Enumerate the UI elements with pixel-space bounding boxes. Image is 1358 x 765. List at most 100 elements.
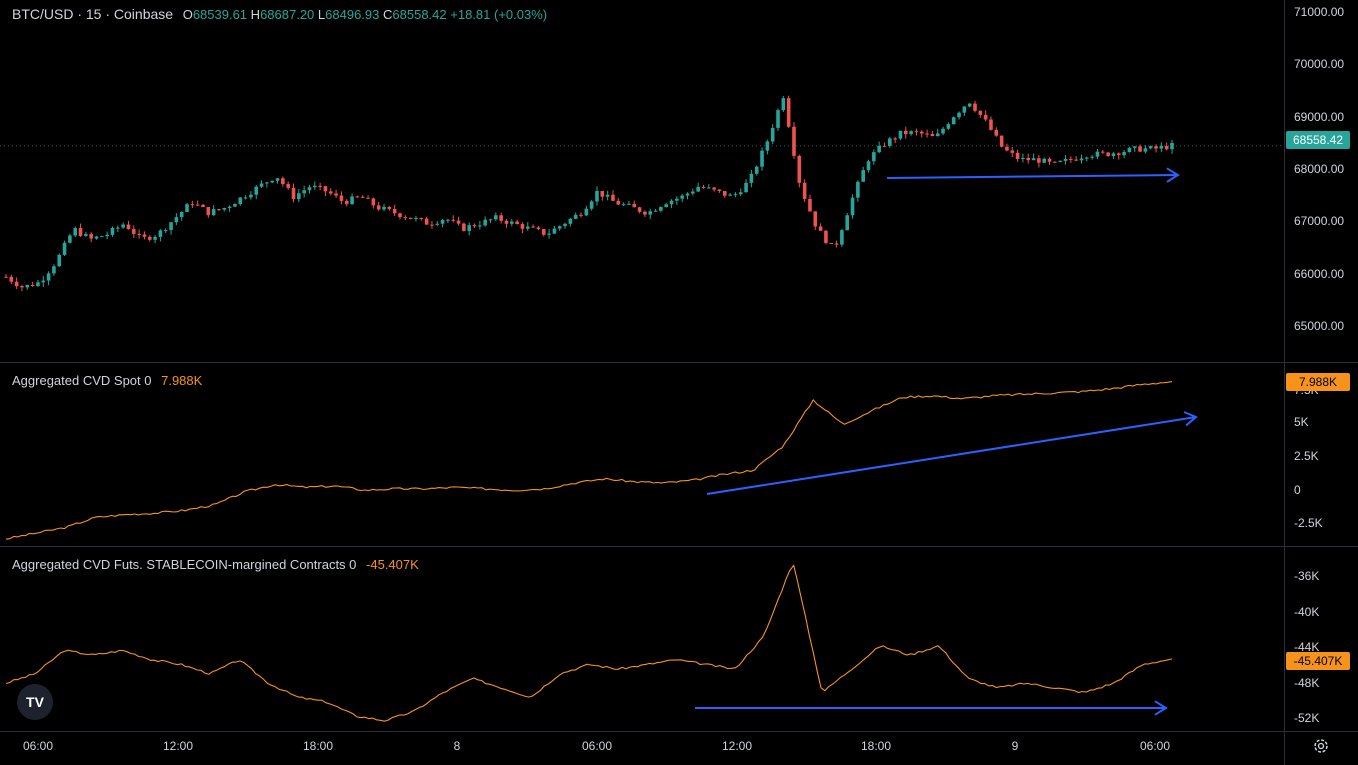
- candle-body: [1042, 158, 1047, 163]
- candle-body: [227, 206, 232, 208]
- pane-divider-2[interactable]: [0, 546, 1358, 547]
- candle-body: [355, 196, 360, 198]
- candle-body: [973, 103, 977, 111]
- cvd-futs-line: [5, 564, 1173, 722]
- candle-body: [57, 254, 62, 267]
- candle-body: [100, 236, 104, 238]
- open-value: 68539.61: [192, 7, 248, 22]
- candle-body: [291, 187, 296, 200]
- high-value: 68687.20: [260, 7, 315, 22]
- candle-body: [334, 193, 338, 196]
- time-axis-label: 8: [453, 739, 461, 753]
- candle-body: [313, 185, 317, 188]
- pane-divider-1[interactable]: [0, 362, 1358, 363]
- candle-body: [515, 221, 519, 225]
- candle-body: [962, 106, 967, 113]
- candle-body: [211, 209, 216, 216]
- candle-body: [403, 217, 408, 219]
- time-axis-label: 9: [1011, 739, 1019, 753]
- candle-body: [462, 223, 466, 231]
- candle-body: [994, 129, 999, 136]
- candle-body: [589, 201, 594, 209]
- candle-body: [600, 190, 605, 197]
- candle-body: [344, 200, 349, 205]
- candle-body: [1074, 159, 1078, 161]
- candle-body: [499, 215, 503, 221]
- candle-body: [318, 185, 322, 187]
- candle-body: [701, 186, 706, 188]
- candle-body: [866, 161, 871, 171]
- candle-body: [9, 276, 14, 282]
- futs-value-tag: -45.407K: [1286, 652, 1350, 670]
- candle-body: [41, 280, 46, 283]
- price-axis-label: 69000.00: [1294, 110, 1345, 124]
- candle-body: [744, 182, 748, 193]
- candle-body: [1127, 147, 1132, 153]
- candle-body: [478, 225, 482, 227]
- candle-body: [605, 194, 610, 197]
- spot-axis-label: 2.5K: [1294, 449, 1319, 463]
- candle-body: [978, 110, 983, 115]
- futs-legend: Aggregated CVD Futs. STABLECOIN-margined…: [12, 557, 419, 572]
- symbol-title[interactable]: BTC/USD · 15 · Coinbase: [12, 6, 174, 22]
- candle-body: [275, 178, 280, 181]
- candle-body: [446, 219, 450, 221]
- candle-body: [957, 112, 961, 118]
- candle-body: [163, 230, 168, 232]
- candle-body: [770, 127, 775, 142]
- candle-body: [137, 233, 141, 235]
- candle-body: [78, 228, 83, 236]
- candle-body: [201, 204, 205, 208]
- candle-body: [265, 182, 269, 184]
- candle-body: [1143, 148, 1148, 152]
- candle-body: [1005, 146, 1009, 151]
- spot-title[interactable]: Aggregated CVD Spot 0: [12, 373, 152, 388]
- candle-body: [259, 183, 264, 187]
- tradingview-logo[interactable]: TV: [17, 684, 53, 720]
- candle-body: [967, 103, 972, 107]
- chart-canvas[interactable]: [0, 0, 1284, 731]
- candle-body: [1100, 151, 1105, 153]
- candle-body: [557, 226, 562, 229]
- candle-body: [797, 155, 802, 183]
- candle-body: [73, 228, 78, 236]
- candle-body: [1132, 146, 1137, 148]
- candle-body: [1159, 145, 1164, 149]
- candle-body: [302, 190, 306, 194]
- candle-body: [621, 204, 626, 206]
- close-value: 68558.42: [392, 7, 447, 22]
- time-axis-divider: [0, 731, 1358, 732]
- candle-body: [222, 207, 227, 210]
- candle-body: [169, 222, 173, 231]
- candle-body: [440, 220, 445, 224]
- candle-body: [467, 225, 472, 231]
- candle-body: [233, 203, 237, 207]
- price-axis-divider: [1284, 0, 1285, 765]
- time-axis-label: 12:00: [721, 739, 753, 753]
- candle-body: [195, 204, 200, 206]
- candle-body: [872, 152, 876, 162]
- candle-body: [456, 220, 461, 224]
- candle-body: [733, 194, 738, 196]
- candle-body: [89, 234, 93, 239]
- candle-body: [611, 194, 615, 201]
- candle-body: [919, 131, 924, 134]
- futs-value: -45.407K: [366, 557, 419, 572]
- candle-body: [249, 194, 253, 198]
- candle-body: [760, 150, 764, 167]
- candle-body: [903, 130, 908, 135]
- candle-body: [20, 286, 24, 288]
- candle-body: [185, 204, 189, 212]
- candle-body: [281, 178, 285, 185]
- futs-title[interactable]: Aggregated CVD Futs. STABLECOIN-margined…: [12, 557, 357, 572]
- spot-trend-arrow-head: [1183, 411, 1198, 427]
- candle-body: [1010, 150, 1015, 153]
- candle-body: [488, 219, 493, 221]
- candle-body: [179, 211, 184, 218]
- candle-body: [856, 181, 860, 198]
- candle-body: [451, 219, 456, 221]
- candle-body: [52, 266, 56, 274]
- candle-body: [781, 98, 786, 111]
- candle-body: [174, 217, 179, 223]
- gear-icon[interactable]: [1312, 737, 1330, 755]
